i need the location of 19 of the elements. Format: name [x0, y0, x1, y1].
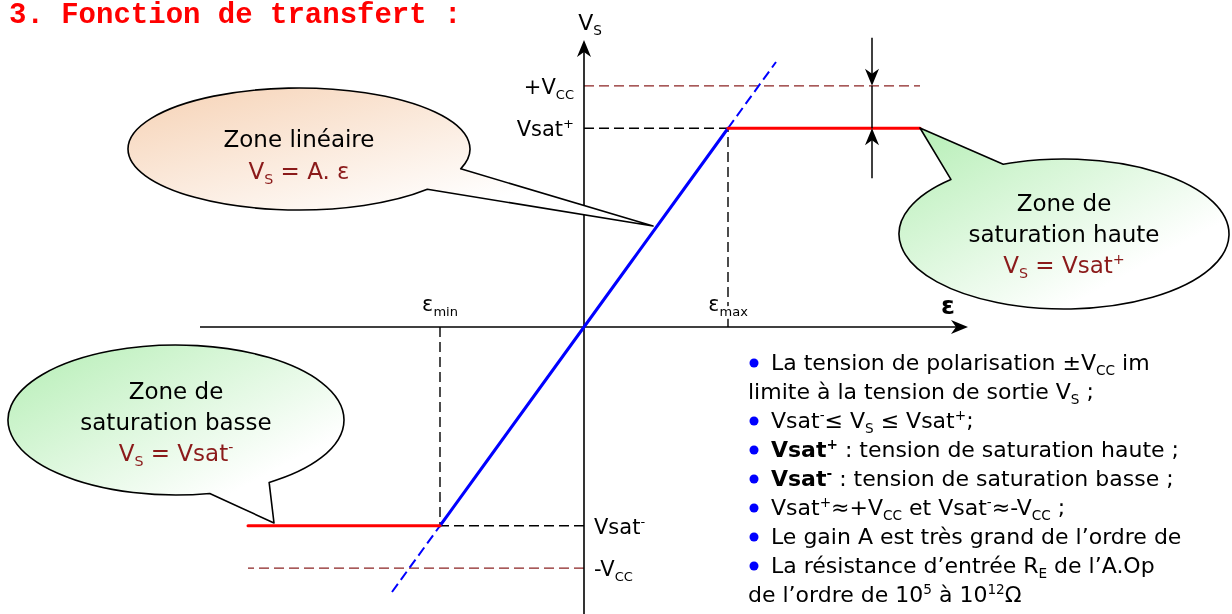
- text: Zone de saturation haute V$_{S}$ = Vsat$^{+}$: [968, 190, 1160, 282]
- text: Vsat$^{+}$≈+V$_{CC}$ et Vsat$^{-}$≈-V$_{CC}$ ;: [771, 493, 1066, 523]
- text: La résistance d’entrée R$_{E}$ de l’A.Op de l’ordre de 10$^{5}$ à 10$^{12}$Ω: [748, 553, 1155, 607]
- annotation: Zone de saturation basse V$_{S}$ = Vsat$^{-}$: [80, 378, 272, 470]
- ref-line-label: Vsat$^{+}$: [516, 116, 574, 142]
- x-tick-label: ε$_{min}$: [422, 292, 458, 319]
- text: La tension de polarisation ±V$_{CC}$ im limite à la tension de sortie V$_{S}$ ;: [748, 350, 1150, 407]
- y-axis-title: V$_{S}$: [578, 10, 602, 38]
- annotation: Vsat$^{-}$ : tension de saturation basse ;: [771, 464, 1174, 491]
- annotation: Vsat$^{-}$≤ V$_{S}$ ≤ Vsat$^{+}$;: [771, 406, 974, 436]
- ref-line-label: +V$_{CC}$: [523, 74, 574, 102]
- x-tick-label: ε$_{max}$: [708, 292, 749, 319]
- x-axis-title: ε: [941, 291, 955, 320]
- ref-line-label: -V$_{CC}$: [594, 557, 633, 584]
- annotation: Vsat$^{+}$ : tension de saturation haute ;: [771, 435, 1179, 462]
- chart-title: 3. Fonction de transfert :: [9, 0, 462, 32]
- annotation: Le gain A est très grand de l’ordre de: [771, 524, 1182, 549]
- ref-line-label: Vsat$^{-}$: [594, 513, 646, 539]
- annotation: Zone linéaire V$_{S}$ = A. ε: [223, 126, 375, 187]
